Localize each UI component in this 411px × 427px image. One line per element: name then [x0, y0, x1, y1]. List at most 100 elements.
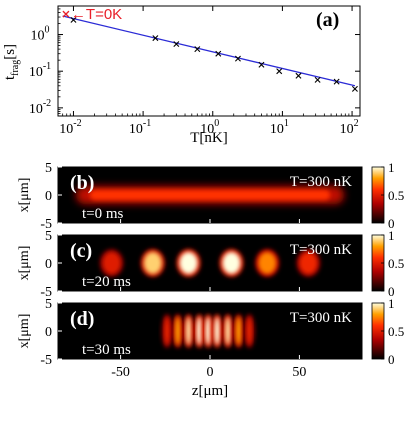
fragment — [175, 317, 181, 345]
colorbar-tick-label: 1 — [388, 160, 395, 175]
panel-a: 10-2 10-1 100 101 102 10-2 10-1 100 ←T=0K (a) T… — [2, 5, 361, 146]
colorbar-tick-label: 1 — [388, 296, 395, 311]
x-tick-label: 0 — [207, 365, 214, 380]
fragment — [196, 317, 202, 345]
y-tick-label: -5 — [40, 217, 52, 232]
data-point — [152, 35, 159, 42]
fragment — [179, 252, 198, 274]
fragment — [299, 252, 318, 274]
fit-line — [62, 15, 356, 87]
heatmap-ylabel: x[μm] — [17, 246, 32, 281]
data-point-stroke — [152, 35, 159, 42]
panel-label: (c) — [70, 240, 92, 262]
time-label: t=0 ms — [82, 206, 124, 222]
panel-label: (d) — [70, 308, 94, 330]
heatmap-panels: 50-5x[μm] (b) T=300 nKt=0 ms10.5050-5x[μm]… — [17, 160, 404, 399]
y-tick-label: -5 — [40, 285, 52, 300]
fragment — [222, 252, 241, 274]
fragment — [225, 317, 231, 345]
panel-label: (b) — [70, 172, 94, 194]
t0-marker-stroke — [62, 10, 70, 18]
data-point-stroke — [276, 68, 283, 75]
x-tick-label: 101 — [270, 118, 289, 137]
svg-text:tfrag[s]: tfrag[s] — [2, 44, 21, 80]
density-band-core — [89, 190, 331, 200]
x-tick-label: 50 — [292, 365, 306, 380]
fragment — [143, 252, 162, 274]
panel-a-ticks: 10-2 10-1 100 101 102 10-2 10-1 100 — [29, 5, 360, 137]
data-point-stroke — [194, 46, 201, 53]
ylabel-main: t — [2, 75, 18, 80]
colorbar-tick-label: 0 — [388, 352, 395, 367]
heatmap-density — [75, 186, 345, 204]
data-point-stroke — [295, 72, 302, 79]
data-point — [258, 61, 265, 68]
y-tick-label: -5 — [40, 353, 52, 368]
fragment — [205, 317, 211, 345]
heatmap-density — [161, 314, 255, 348]
panel-a-ylabel: tfrag[s] — [2, 44, 21, 80]
fragment — [246, 317, 252, 345]
data-point — [333, 78, 340, 85]
panel-a-xlabel: T[nK] — [190, 130, 228, 146]
fragment — [214, 317, 220, 345]
data-point-stroke — [258, 61, 265, 68]
data-point — [70, 16, 77, 23]
time-label: t=30 ms — [82, 342, 131, 358]
fragment — [102, 252, 121, 274]
data-point-stroke — [70, 16, 77, 23]
fragment — [258, 252, 277, 274]
colorbar-tick-label: 0.5 — [388, 256, 404, 271]
data-point-stroke — [333, 78, 340, 85]
data-point-stroke — [314, 76, 321, 83]
t0-annotation-text: ←T=0K — [71, 6, 122, 23]
t0-annotation: ←T=0K — [62, 6, 122, 23]
y-tick-label: 5 — [45, 297, 52, 312]
x-tick-label: -50 — [111, 365, 130, 380]
y-tick-label: 5 — [45, 229, 52, 244]
panel-b: 5 0 -5 x[μm] (b) T=300 nK t=0 ms 1 0.5 0 — [17, 160, 404, 232]
y-tick-label: 100 — [31, 25, 50, 44]
y-tick-label: 10-1 — [29, 61, 51, 80]
colorbar-tick-label: 0.5 — [388, 324, 404, 339]
colorbar-tick-label: 0 — [388, 216, 395, 231]
y-tick-label: 0 — [45, 189, 52, 204]
data-point — [173, 41, 180, 48]
data-point — [351, 85, 358, 92]
y-tick-label: 0 — [45, 325, 52, 340]
heatmap-density — [99, 249, 321, 277]
heatmap-xlabel: z[μm] — [192, 383, 228, 399]
x-tick-label: 10-2 — [59, 118, 81, 137]
data-points — [70, 16, 358, 92]
ylabel-unit: [s] — [2, 44, 18, 60]
colorbar-tick-label: 0 — [388, 284, 395, 299]
y-tick-label: 5 — [45, 161, 52, 176]
colorbar-tick-label: 1 — [388, 228, 395, 243]
y-tick-label: 10-2 — [29, 98, 51, 117]
fragment — [164, 317, 170, 345]
panel-a-label: (a) — [316, 9, 339, 31]
data-point-stroke — [215, 50, 222, 57]
data-point — [276, 68, 283, 75]
data-point — [314, 76, 321, 83]
panel-c: 5 0 -5 x[μm] (c) T=300 nK t=20 ms 1 0.5 0 — [17, 228, 404, 300]
x-tick-label: 10-1 — [129, 118, 151, 137]
data-point — [295, 72, 302, 79]
colorbar-tick-label: 0.5 — [388, 188, 404, 203]
data-point-stroke — [173, 41, 180, 48]
y-tick-label: 0 — [45, 257, 52, 272]
time-label: t=20 ms — [82, 274, 131, 290]
heatmap-ylabel: x[μm] — [17, 178, 32, 213]
x-tick-label: 100 — [200, 118, 219, 137]
temperature-label: T=300 nK — [290, 174, 352, 190]
x-tick-label: 102 — [340, 118, 359, 137]
temperature-label: T=300 nK — [290, 310, 352, 326]
temperature-label: T=300 nK — [290, 242, 352, 258]
fragment — [236, 317, 242, 345]
data-point-stroke — [351, 85, 358, 92]
ylabel-sub: frag — [10, 60, 21, 76]
panel-a-frame — [57, 5, 361, 117]
data-point-stroke — [234, 55, 241, 62]
heatmap-ylabel: x[μm] — [17, 314, 32, 349]
